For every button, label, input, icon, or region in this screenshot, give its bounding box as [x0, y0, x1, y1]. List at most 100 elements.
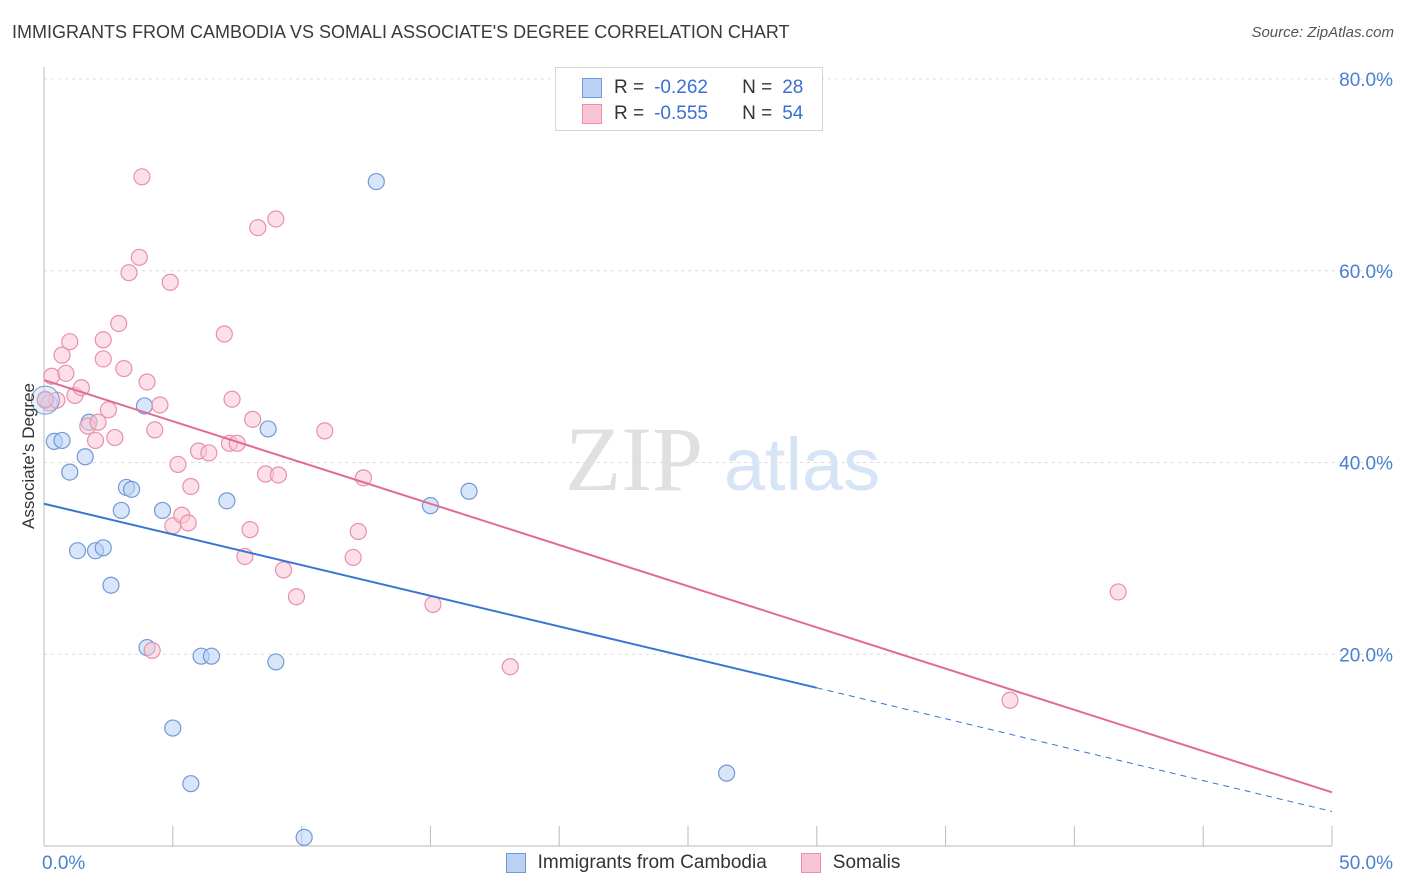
somali-point: [1001, 691, 1019, 709]
somali-point: [143, 641, 161, 660]
cambodia-point: [267, 653, 285, 671]
somali-point: [151, 396, 169, 414]
somali-point: [89, 413, 107, 431]
somali-point: [344, 548, 362, 567]
somali-legend-swatch: [800, 853, 821, 873]
somali-point: [99, 401, 118, 419]
somali-point: [138, 373, 156, 391]
cambodia-point: [182, 775, 200, 793]
n-label: N =: [742, 103, 773, 124]
cambodia-point: [53, 431, 71, 450]
somali-trend-line: [43, 379, 1333, 794]
r-label: R =: [614, 103, 645, 124]
somali-point: [424, 595, 442, 613]
cambodia-point: [94, 539, 112, 557]
n-label: N =: [742, 77, 773, 98]
legend-row-cambodia: R = -0.262 N = 28: [582, 76, 803, 100]
data-points: [30, 168, 1127, 846]
somali-point: [241, 521, 259, 539]
cambodia-point: [102, 576, 120, 594]
somali-point: [61, 333, 79, 351]
somali-point: [120, 264, 138, 282]
cambodia-point: [164, 719, 182, 737]
cambodia-swatch: [582, 78, 602, 98]
cambodia-point: [76, 448, 94, 466]
somali-point: [200, 444, 218, 462]
somali-point: [106, 428, 124, 447]
watermark-atlas: atlas: [724, 423, 880, 506]
somali-point: [179, 514, 197, 532]
cambodia-point: [122, 480, 141, 498]
somali-point: [57, 364, 75, 382]
somali-point: [36, 390, 54, 408]
somali-point: [223, 390, 241, 408]
somali-point: [287, 588, 306, 606]
source-label: Source: ZipAtlas.com: [1251, 24, 1394, 41]
cambodia-point: [68, 542, 87, 560]
cambodia-trend-line: [43, 502, 818, 689]
somali-point: [53, 346, 71, 364]
somali-point: [169, 455, 187, 474]
somali-point: [94, 350, 112, 368]
somali-point: [161, 273, 179, 291]
somali-point: [86, 431, 105, 450]
y-tick-label: 40.0%: [1339, 454, 1393, 475]
x-tick-label: 0.0%: [42, 853, 85, 874]
somali-point: [94, 331, 112, 349]
somali-point: [349, 522, 367, 541]
y-axis-label: Associate's Degree: [19, 383, 38, 529]
somali-point: [501, 658, 519, 676]
trend-lines: [43, 379, 1333, 812]
cambodia-trend-extension: [816, 687, 1333, 812]
somali-point: [269, 466, 288, 484]
r-label: R =: [614, 77, 645, 98]
y-tick-label: 60.0%: [1339, 262, 1393, 283]
cambodia-point: [153, 501, 172, 520]
somali-point: [133, 168, 151, 186]
axes: 20.0% 40.0% 60.0% 80.0% 0.0% 50.0%: [42, 67, 1393, 874]
legend-label-cambodia: Immigrants from Cambodia: [537, 852, 767, 873]
somali-point: [215, 325, 233, 343]
chart-title: IMMIGRANTS FROM CAMBODIA VS SOMALI ASSOC…: [12, 22, 790, 42]
cambodia-point: [61, 463, 79, 481]
cambodia-point: [112, 501, 130, 520]
legend-row-somali: R = -0.555 N = 54: [582, 102, 803, 126]
watermark-zip: ZIP: [565, 408, 703, 510]
cambodia-legend-swatch: [505, 853, 526, 873]
somali-point: [130, 248, 148, 266]
cambodia-point: [718, 764, 736, 782]
legend-item-cambodia[interactable]: Immigrants from Cambodia: [505, 852, 767, 874]
somali-point: [1109, 583, 1127, 601]
somali-point: [244, 410, 262, 428]
somali-point: [182, 477, 200, 496]
somali-point: [115, 359, 133, 378]
gridlines: [44, 78, 1392, 655]
cambodia-point: [295, 828, 313, 846]
y-tick-label: 80.0%: [1339, 70, 1393, 91]
somali-point: [316, 422, 334, 440]
r-value: -0.555: [654, 103, 708, 124]
cluster-point: [30, 385, 60, 415]
cambodia-point: [367, 172, 385, 191]
somali-point: [267, 210, 285, 228]
legend-item-somali[interactable]: Somalis: [800, 852, 901, 874]
somali-point: [274, 561, 293, 579]
cambodia-point: [202, 647, 221, 665]
somali-point: [146, 421, 164, 439]
cambodia-point: [218, 492, 236, 510]
somali-point: [249, 219, 267, 237]
n-value: 54: [782, 103, 804, 124]
x-tick-label: 50.0%: [1339, 853, 1393, 874]
n-value: 28: [782, 77, 804, 98]
series-legend: Immigrants from Cambodia Somalis: [0, 852, 1406, 874]
legend-label-somali: Somalis: [832, 852, 901, 873]
stats-legend: R = -0.262 N = 28 R = -0.555 N = 54: [555, 67, 823, 131]
cambodia-point: [259, 420, 277, 438]
somali-point: [228, 434, 246, 452]
y-tick-label: 20.0%: [1339, 645, 1393, 666]
watermark: ZIP atlas: [565, 408, 880, 510]
r-value: -0.262: [654, 77, 708, 98]
somali-swatch: [582, 104, 602, 124]
cambodia-point: [460, 482, 478, 500]
